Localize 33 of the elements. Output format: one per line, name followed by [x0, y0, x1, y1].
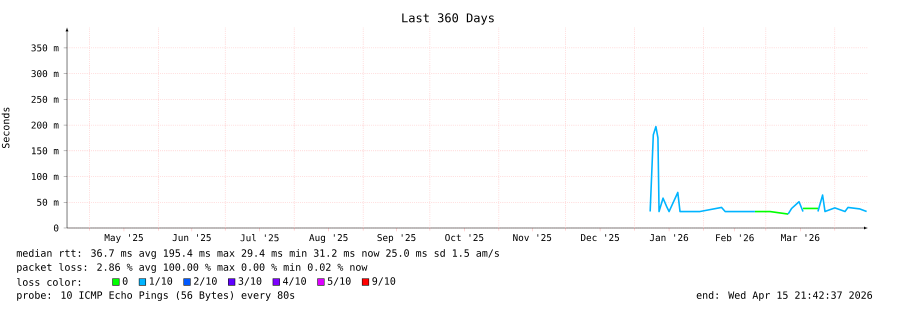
legend-label: 1/10: [150, 277, 172, 286]
x-tick-label: Sep '25: [377, 234, 416, 243]
y-axis-title: Seconds: [2, 108, 10, 148]
y-tick-label: 300 m: [32, 70, 59, 78]
legend-label: 3/10: [238, 277, 262, 286]
x-tick-label: Jun '25: [172, 234, 211, 242]
legend-title: loss color:: [17, 278, 80, 286]
y-tick-label: 0: [54, 224, 58, 232]
legend-label: 0: [122, 277, 128, 285]
x-tick-label: Aug '25: [309, 234, 348, 243]
x-tick-label: Oct '25: [445, 234, 484, 242]
legend-label: 9/10: [372, 277, 396, 286]
text: probe: 10 ICMP Echo Pings (56 Bytes) every 80s: [17, 291, 294, 301]
x-tick-label: Jul '25: [240, 234, 279, 242]
y-tick-label: 200 m: [32, 122, 59, 129]
legend-label: 2/10: [194, 277, 217, 286]
y-tick-label: 100 m: [32, 173, 59, 180]
text: median rtt: 36.7 ms avg 195.4 ms max 29.4 ms min 31.2 ms now 25.0 ms sd 1.5 am/s: [16, 249, 499, 259]
x-tick-label: May '25: [104, 234, 143, 243]
x-tick-label: Jan '26: [650, 234, 688, 242]
y-tick-label: 350 m: [32, 44, 59, 52]
x-tick-label: Feb '26: [716, 234, 754, 242]
legend-label: 4/10: [283, 277, 306, 286]
x-tick-label: Mar '26: [781, 234, 820, 242]
y-tick-label: 50 m: [37, 198, 59, 206]
y-tick-label: 150 m: [32, 147, 59, 154]
text: end: Wed Apr 15 21:42:37 2026: [696, 291, 872, 301]
x-tick-label: Nov '25: [513, 234, 552, 242]
legend-label: 5/10: [328, 277, 351, 286]
text: packet loss: 2.86 % avg 100.00 % max 0.00 % min 0.02 % now: [17, 263, 368, 273]
chart-title: Last 360 Days: [402, 13, 494, 25]
y-tick-label: 250 m: [32, 96, 59, 103]
x-tick-label: Dec '25: [581, 234, 620, 242]
